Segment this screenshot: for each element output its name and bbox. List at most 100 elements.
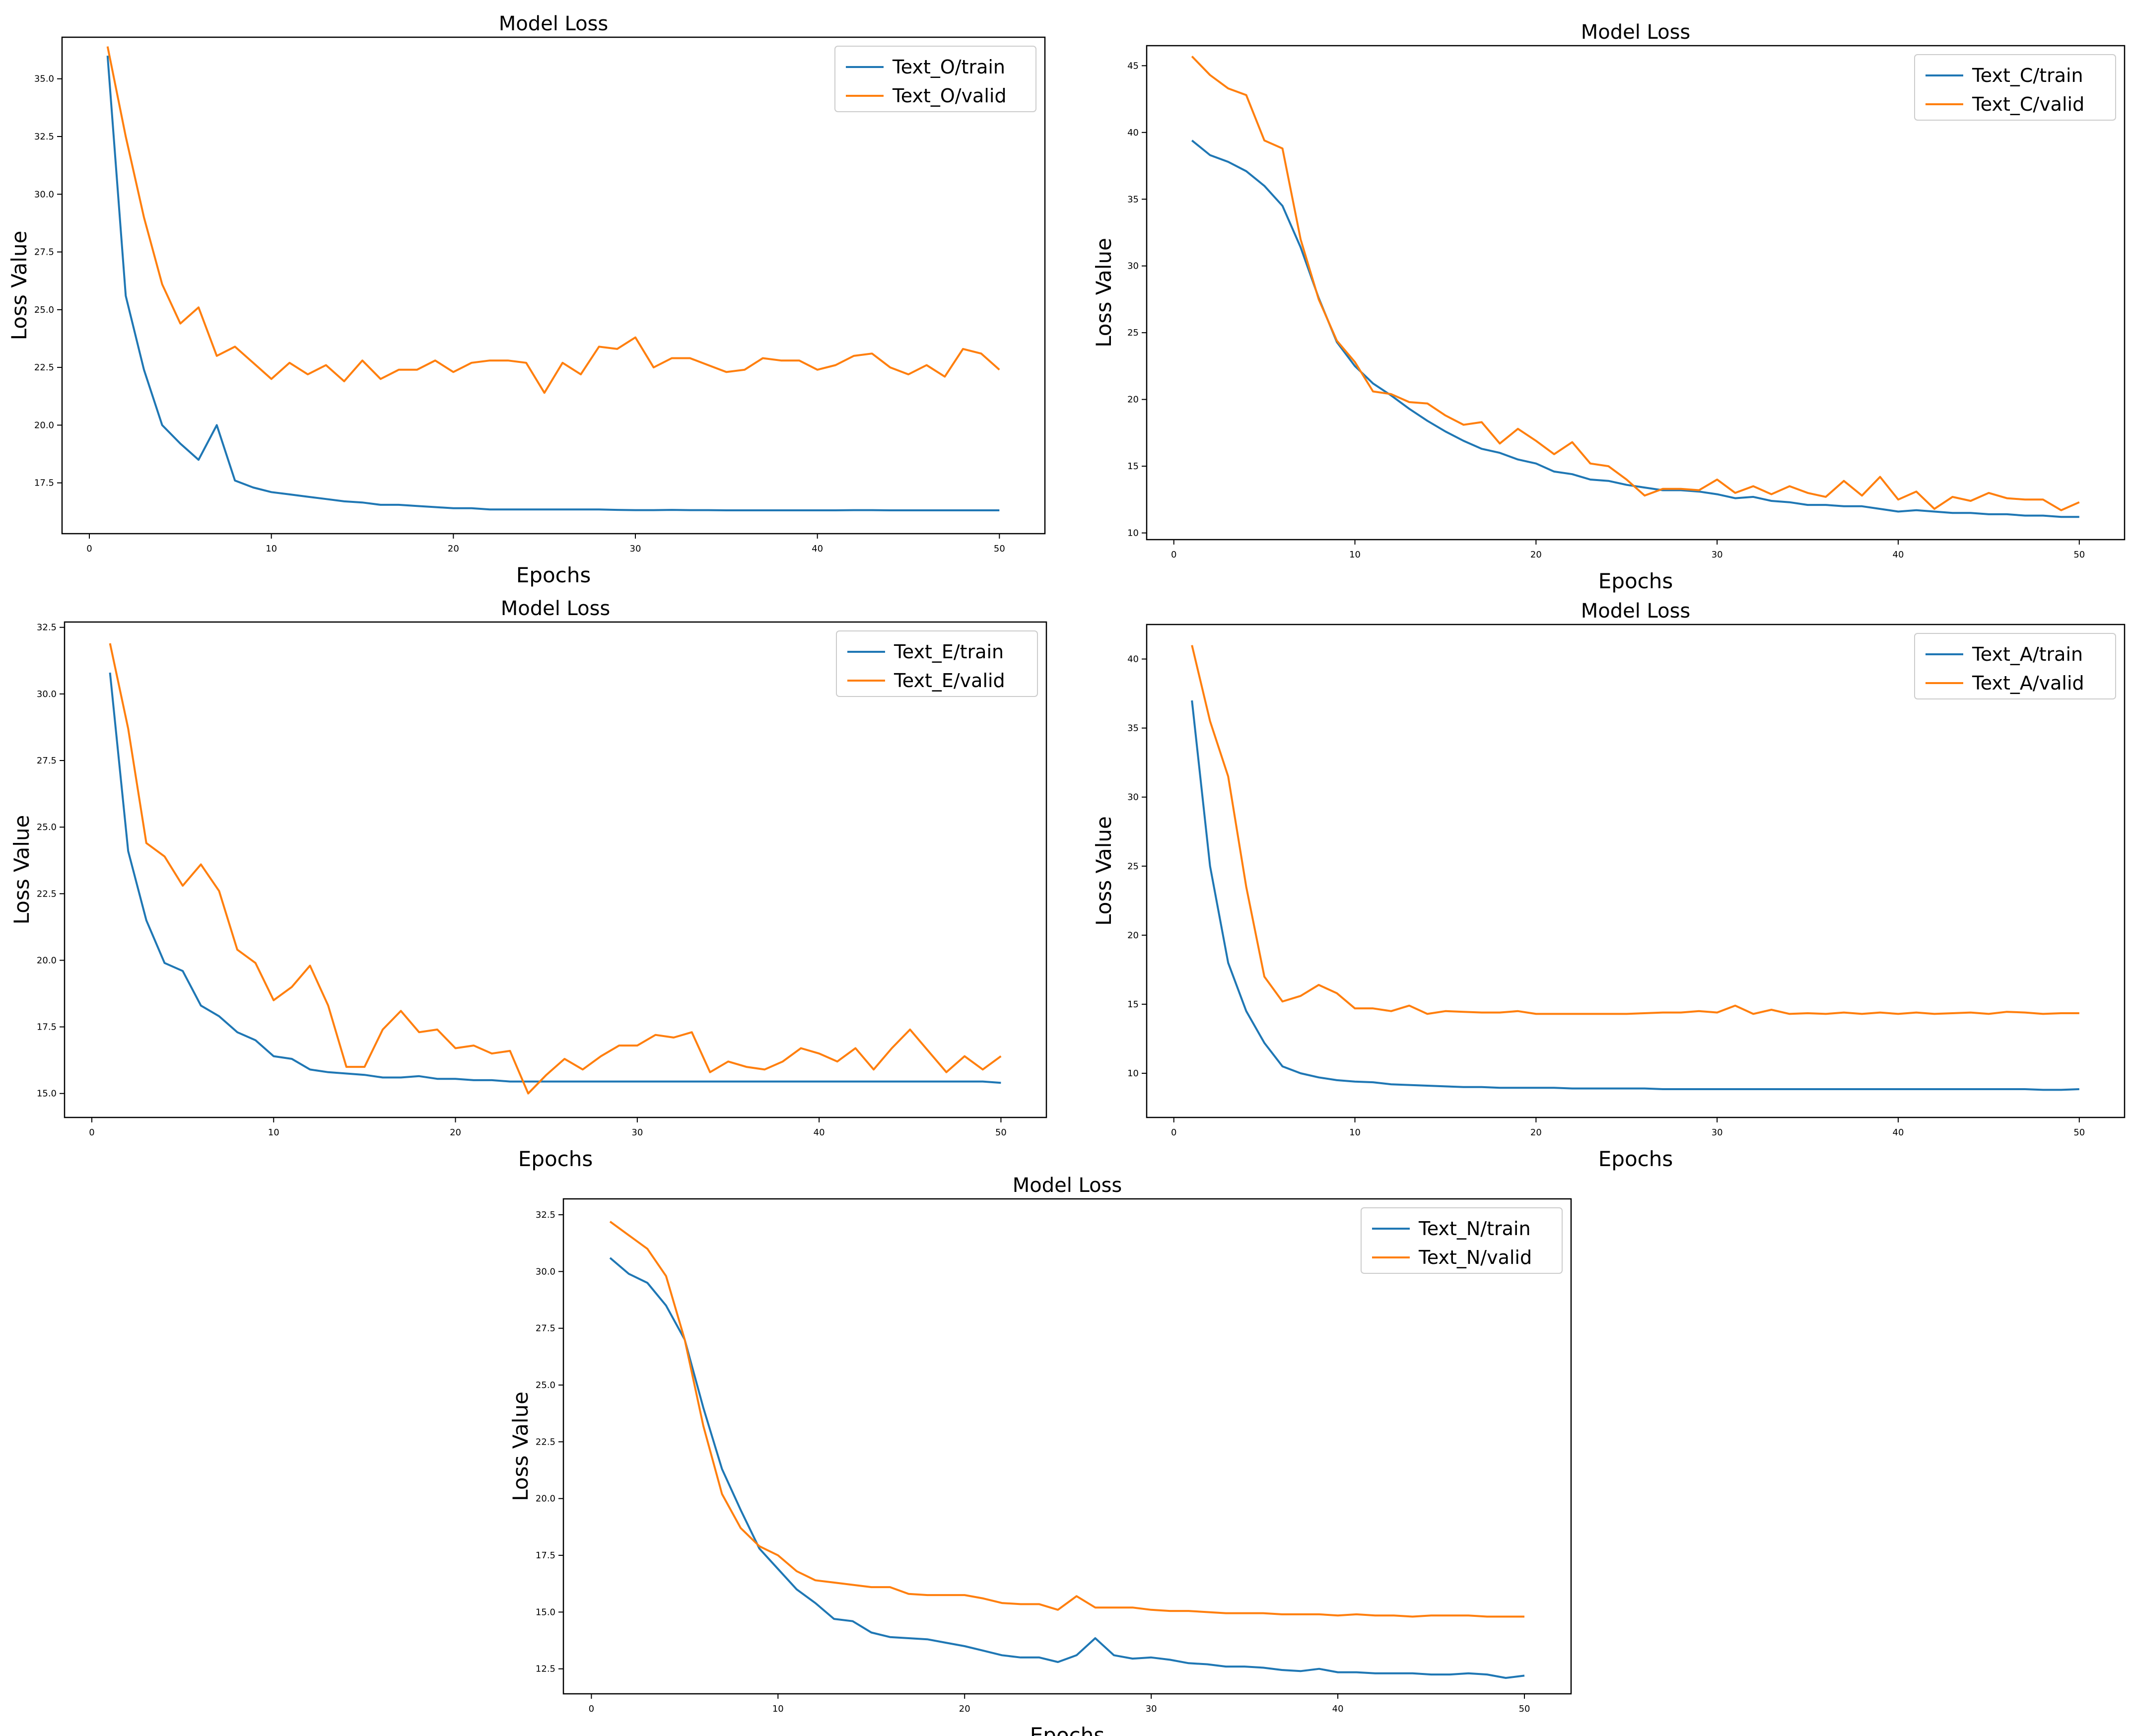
x-tick-label: 30 (630, 544, 641, 554)
chart-panel-4: Model Loss 0 10 20 30 40 50 10 15 20 25 30 35 40 Epoch… (1092, 600, 2126, 1171)
chart-panel-1: Model Loss 0 10 20 30 40 50 17.5 20.0 22.5 25.0 27.… (7, 12, 1046, 587)
x-tick-label: 50 (2073, 550, 2085, 560)
legend-label: Text_A/valid (1972, 672, 2084, 694)
y-tick-label: 20 (1127, 930, 1139, 941)
y-tick-label: 32.5 (34, 132, 54, 142)
y-tick-label: 20 (1127, 395, 1139, 405)
x-tick-label: 40 (1332, 1704, 1344, 1714)
axes-frame (61, 36, 1046, 535)
x-tick-label: 30 (1146, 1704, 1157, 1714)
series-line-text-a-valid (1191, 645, 2079, 1015)
legend-box (836, 630, 1038, 697)
y-tick-label: 12.5 (536, 1664, 555, 1674)
y-tick-label: 17.5 (34, 478, 54, 488)
x-tick-label: 40 (814, 1127, 825, 1138)
y-tick-label: 15.0 (536, 1607, 555, 1617)
x-tick-label: 20 (1530, 550, 1542, 560)
legend-label: Text_C/train (1972, 65, 2083, 86)
x-tick-label: 0 (589, 1704, 594, 1714)
x-tick-label: 0 (1171, 1127, 1176, 1138)
y-tick-label: 25 (1127, 861, 1139, 872)
y-tick-label: 20.0 (34, 420, 54, 430)
y-tick-label: 30 (1127, 261, 1139, 272)
y-tick-label: 25.0 (37, 822, 57, 833)
y-tick-label: 15.0 (37, 1089, 57, 1099)
y-tick-label: 25.0 (34, 305, 54, 315)
legend-box (1914, 633, 2116, 699)
y-tick-label: 40 (1127, 128, 1139, 138)
y-tick-label: 10 (1127, 1068, 1139, 1079)
x-tick-label: 20 (1530, 1127, 1542, 1138)
y-tick-label: 30.0 (34, 189, 54, 200)
axes-frame (64, 621, 1047, 1118)
x-axis-label: Epochs (1598, 569, 1673, 593)
legend: Text_O/train Text_O/valid (834, 46, 1036, 112)
x-tick-label: 10 (268, 1127, 279, 1138)
y-tick-label: 10 (1127, 528, 1139, 539)
x-tick-label: 10 (772, 1704, 784, 1714)
x-tick-label: 50 (2073, 1127, 2085, 1138)
y-tick-label: 27.5 (536, 1323, 555, 1334)
x-tick-label: 10 (266, 544, 277, 554)
x-tick-label: 50 (994, 544, 1005, 554)
x-tick-label: 0 (89, 1127, 94, 1138)
legend-box (1914, 54, 2116, 121)
series-line-text-e-train (109, 672, 1001, 1084)
x-tick-label: 40 (1893, 1127, 1904, 1138)
y-tick-label: 22.5 (37, 889, 57, 899)
series-line-text-n-valid (609, 1221, 1524, 1618)
legend-box (1361, 1207, 1563, 1274)
y-tick-label: 27.5 (37, 756, 57, 766)
y-tick-label: 20.0 (536, 1494, 555, 1504)
x-tick-label: 30 (631, 1127, 643, 1138)
x-tick-label: 20 (450, 1127, 461, 1138)
chart-panel-3: Model Loss 0 10 20 30 40 50 15.0 17.5 20.0 22.5 25.… (9, 597, 1047, 1171)
x-tick-label: 40 (812, 544, 823, 554)
x-tick-label: 0 (1171, 550, 1176, 560)
x-tick-label: 30 (1712, 550, 1723, 560)
x-axis-label: Epochs (1598, 1147, 1673, 1171)
y-tick-label: 15 (1127, 999, 1139, 1010)
y-axis-label: Loss Value (7, 231, 31, 341)
chart-title: Model Loss (1581, 21, 1691, 44)
x-tick-label: 30 (1712, 1127, 1723, 1138)
x-tick-label: 50 (1519, 1704, 1530, 1714)
y-tick-label: 25 (1127, 328, 1139, 338)
legend-label: Text_C/valid (1972, 93, 2084, 115)
legend-label: Text_O/valid (892, 85, 1007, 107)
y-axis-label: Loss Value (1092, 816, 1116, 926)
x-tick-label: 10 (1349, 550, 1361, 560)
legend-label: Text_N/valid (1418, 1247, 1532, 1268)
series-line-text-c-valid (1191, 56, 2080, 511)
x-tick-label: 20 (959, 1704, 970, 1714)
x-axis-label: Epochs (1030, 1723, 1105, 1736)
legend: Text_C/train Text_C/valid (1914, 54, 2116, 121)
series-line-text-c-train (1191, 139, 2079, 518)
legend-label: Text_E/valid (894, 670, 1005, 692)
legend: Text_E/train Text_E/valid (836, 630, 1038, 697)
y-tick-label: 22.5 (536, 1437, 555, 1447)
y-tick-label: 35 (1127, 194, 1139, 205)
y-tick-label: 35.0 (34, 74, 54, 84)
chart-title: Model Loss (499, 12, 609, 35)
series-line-text-o-train (106, 56, 1000, 511)
y-axis-label: Loss Value (508, 1391, 533, 1501)
y-tick-label: 30 (1127, 792, 1139, 803)
legend: Text_A/train Text_A/valid (1914, 633, 2116, 699)
y-tick-label: 25.0 (536, 1380, 555, 1390)
y-tick-label: 45 (1127, 61, 1139, 71)
legend-label: Text_O/train (892, 56, 1005, 78)
legend: Text_N/train Text_N/valid (1361, 1207, 1563, 1274)
x-tick-label: 0 (86, 544, 92, 554)
y-axis-label: Loss Value (1092, 238, 1116, 347)
y-tick-label: 22.5 (34, 362, 54, 373)
y-tick-label: 32.5 (37, 623, 57, 633)
axes-frame (1146, 45, 2126, 541)
y-axis-label: Loss Value (9, 815, 34, 925)
legend-label: Text_A/train (1972, 643, 2083, 665)
y-tick-label: 40 (1127, 654, 1139, 665)
series-line-text-n-train (609, 1257, 1525, 1679)
y-tick-label: 30.0 (536, 1266, 555, 1277)
legend-box (834, 46, 1036, 112)
